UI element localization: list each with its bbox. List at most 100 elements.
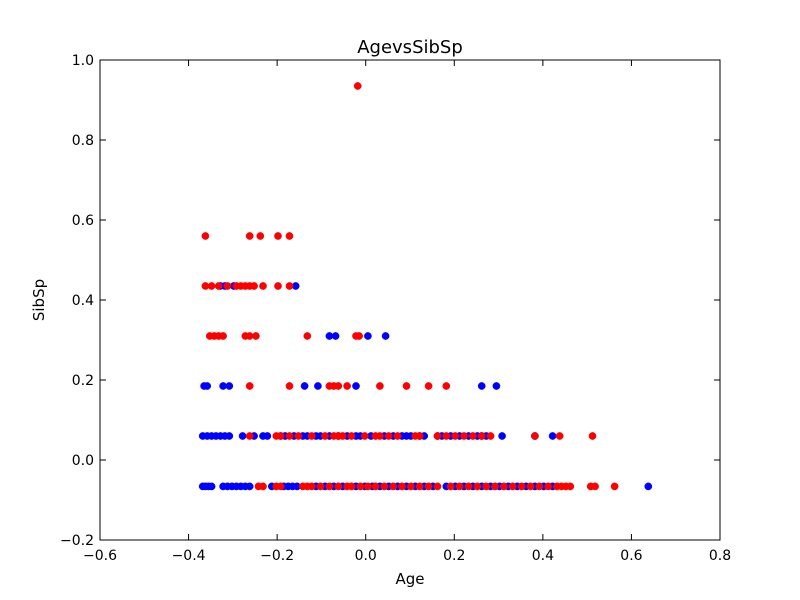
data-point (207, 282, 216, 290)
data-point (389, 482, 398, 491)
data-point (535, 482, 544, 491)
y-tick-label: 0.4 (72, 293, 94, 309)
data-point (415, 432, 424, 440)
data-point (356, 482, 365, 491)
data-point (225, 432, 234, 440)
data-point (393, 432, 402, 440)
data-point (300, 382, 309, 390)
data-point (486, 432, 495, 440)
data-point (314, 382, 322, 390)
data-point (460, 432, 468, 440)
data-point (402, 382, 411, 390)
data-point (245, 382, 254, 390)
data-point (548, 432, 557, 440)
series-1 (201, 82, 619, 491)
data-point (276, 432, 285, 440)
data-point (588, 432, 597, 440)
data-point (263, 432, 272, 440)
data-point (334, 482, 343, 491)
data-point (517, 482, 526, 491)
data-point (343, 382, 351, 390)
data-point (223, 282, 232, 290)
data-point (376, 432, 384, 440)
data-point (455, 482, 464, 491)
data-point (214, 282, 223, 290)
data-point (245, 232, 254, 240)
data-point (364, 482, 372, 491)
data-point (492, 382, 501, 390)
data-point (259, 482, 267, 491)
data-point (442, 382, 451, 390)
data-point (491, 482, 499, 491)
data-point (424, 382, 433, 390)
data-point (446, 482, 455, 491)
data-point (331, 332, 340, 340)
data-point (531, 432, 539, 440)
data-point (482, 482, 491, 491)
data-point (294, 432, 303, 440)
data-point (252, 332, 260, 340)
data-point (238, 432, 247, 440)
data-point (285, 382, 294, 390)
data-point (353, 82, 362, 90)
x-tick-label: −0.4 (172, 548, 206, 564)
data-point (424, 482, 433, 491)
data-point (347, 432, 356, 440)
data-point (276, 482, 285, 491)
data-point (303, 332, 312, 340)
data-point (245, 432, 254, 440)
x-axis-label: Age (395, 570, 424, 588)
data-point (500, 482, 508, 491)
points-layer (198, 82, 653, 491)
data-point (371, 482, 380, 491)
data-point (274, 282, 282, 290)
data-point (380, 482, 389, 491)
data-point (285, 282, 294, 290)
chart-title: AgevsSibSp (357, 37, 463, 58)
x-tick-label: −0.6 (83, 548, 117, 564)
y-tick-label: 0.6 (72, 213, 94, 229)
data-point (225, 382, 234, 390)
data-point (307, 432, 316, 440)
data-point (201, 232, 210, 240)
data-point (451, 432, 460, 440)
data-point (285, 232, 294, 240)
data-point (364, 332, 372, 340)
x-tick-label: 0.4 (532, 548, 554, 564)
data-point (321, 432, 329, 440)
x-tick-label: 0.0 (355, 548, 377, 564)
data-point (398, 482, 406, 491)
y-tick-label: 1.0 (72, 53, 94, 69)
y-tick-label: 0.8 (72, 133, 94, 149)
data-point (469, 432, 477, 440)
data-point (473, 482, 482, 491)
data-point (285, 432, 294, 440)
data-point (245, 482, 254, 491)
data-point (325, 482, 334, 491)
data-point (207, 482, 216, 491)
data-point (555, 432, 564, 440)
ticks-layer: −0.6 −0.4 −0.2 0.0 0.2 0.4 0.6 0.8 −0.2 0.0 0.2 0.4… (60, 53, 731, 564)
data-point (347, 482, 356, 491)
x-tick-label: 0.8 (709, 548, 731, 564)
data-point (381, 332, 390, 340)
x-tick-label: 0.2 (443, 548, 465, 564)
x-tick-label: −0.2 (260, 548, 294, 564)
y-tick-label: 0.0 (72, 453, 94, 469)
data-point (376, 382, 384, 390)
data-point (591, 482, 599, 491)
data-point (360, 432, 369, 440)
data-point (316, 482, 325, 491)
x-tick-label: 0.6 (620, 548, 642, 564)
data-point (433, 482, 442, 491)
y-tick-label: −0.2 (60, 533, 94, 549)
data-point (508, 482, 517, 491)
data-point (644, 482, 653, 491)
data-point (250, 282, 258, 290)
data-point (498, 432, 506, 440)
data-point (355, 332, 363, 340)
data-point (415, 482, 424, 491)
data-point (384, 432, 393, 440)
data-point (464, 482, 473, 491)
